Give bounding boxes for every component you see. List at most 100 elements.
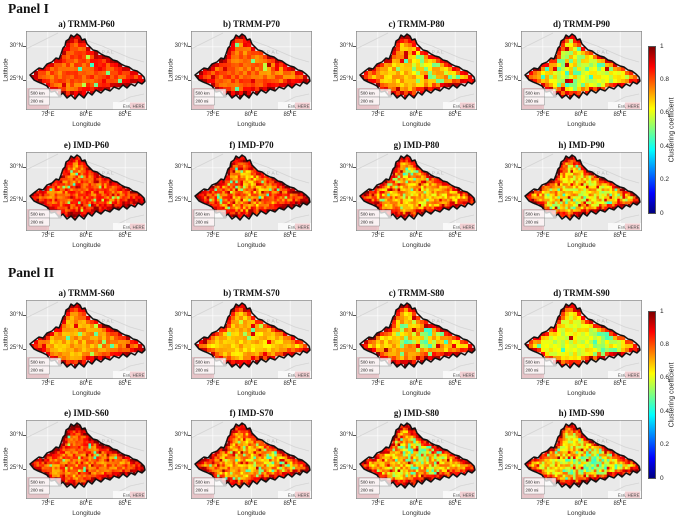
y-tick-label: 30°N <box>339 312 353 318</box>
map-canvas <box>26 420 147 499</box>
axis-tick-mark <box>581 231 582 234</box>
x-tick-label: 85°E <box>448 501 462 507</box>
x-tick-label: 80°E <box>79 112 93 118</box>
axis-tick-mark <box>188 79 191 81</box>
x-tick-label: 75°E <box>206 501 220 507</box>
x-axis-label: Longitude <box>237 510 266 517</box>
axis-tick-mark <box>289 499 291 502</box>
axis-tick-mark <box>23 79 26 81</box>
axis-tick-mark <box>188 348 191 350</box>
axis-tick-mark <box>353 468 356 470</box>
map-subplot: d) TRMM-S90 Latitude 30°N 25°N 75°E 80°E… <box>495 288 660 402</box>
x-tick-label: 80°E <box>79 233 93 239</box>
subplot-title: a) TRMM-P60 <box>58 19 115 29</box>
x-axis-label: Longitude <box>72 242 101 249</box>
map-canvas <box>191 420 312 499</box>
axis-tick-mark <box>188 46 191 48</box>
x-tick-label: 75°E <box>206 112 220 118</box>
axis-tick-mark <box>289 231 291 234</box>
y-tick-label: 25°N <box>339 76 353 82</box>
axis-tick-mark <box>47 231 49 234</box>
map-canvas <box>26 300 147 379</box>
y-tick-label: 30°N <box>339 432 353 438</box>
y-tick-label: 30°N <box>9 43 23 49</box>
axis-tick-mark <box>581 379 582 382</box>
axis-tick-mark <box>454 110 456 113</box>
x-tick-label: 85°E <box>613 501 627 507</box>
x-tick-label: 75°E <box>371 501 385 507</box>
x-axis-label: Longitude <box>72 390 101 397</box>
colorbar-tick: 0.6 <box>660 109 670 117</box>
subplot-title: h) IMD-P90 <box>558 140 605 150</box>
axis-tick-mark <box>289 110 291 113</box>
map-canvas <box>191 152 312 231</box>
x-tick-label: 80°E <box>79 381 93 387</box>
axis-tick-mark <box>86 499 87 502</box>
x-tick-label: 75°E <box>206 233 220 239</box>
subplot-title: h) IMD-S90 <box>558 408 605 418</box>
axis-tick-mark <box>377 499 379 502</box>
y-tick-label: 25°N <box>504 197 518 203</box>
x-tick-label: 75°E <box>536 112 550 118</box>
x-tick-label: 80°E <box>409 381 423 387</box>
axis-tick-mark <box>377 379 379 382</box>
axis-tick-mark <box>518 468 521 470</box>
colorbar-tick: 0.4 <box>660 407 670 415</box>
y-tick-label: 30°N <box>9 164 23 170</box>
axis-tick-mark <box>188 315 191 317</box>
x-tick-label: 85°E <box>613 381 627 387</box>
map-subplot: g) IMD-P80 Latitude 30°N 25°N 75°E 80°E … <box>330 140 495 254</box>
axis-tick-mark <box>188 167 191 169</box>
map-subplot: b) TRMM-P70 Latitude 30°N 25°N 75°E 80°E… <box>165 19 330 133</box>
axis-tick-mark <box>619 231 621 234</box>
colorbar-tick: 0.2 <box>660 176 670 184</box>
axis-tick-mark <box>518 315 521 317</box>
y-tick-label: 30°N <box>9 432 23 438</box>
map-subplot: h) IMD-S90 Latitude 30°N 25°N 75°E 80°E … <box>495 408 660 522</box>
y-tick-label: 25°N <box>9 345 23 351</box>
y-tick-label: 25°N <box>504 76 518 82</box>
subplot-title: d) TRMM-P90 <box>552 19 611 29</box>
colorbar-panel-2: 1 0.8 0.6 0.4 0.2 0 Clustering coefficie… <box>646 308 685 482</box>
axis-tick-mark <box>518 167 521 169</box>
subplot-title: a) TRMM-S60 <box>58 288 115 298</box>
colorbar-tick: 0 <box>660 474 664 482</box>
axis-tick-mark <box>542 499 544 502</box>
axis-tick-mark <box>353 348 356 350</box>
axis-tick-mark <box>124 110 126 113</box>
axis-tick-mark <box>377 231 379 234</box>
colorbar-tick: 0.2 <box>660 441 670 449</box>
subplot-title: c) TRMM-P80 <box>388 19 445 29</box>
map-subplot: f) IMD-S70 Latitude 30°N 25°N 75°E 80°E … <box>165 408 330 522</box>
y-tick-label: 30°N <box>504 43 518 49</box>
axis-tick-mark <box>251 499 252 502</box>
map-canvas <box>356 152 477 231</box>
x-tick-label: 85°E <box>118 112 132 118</box>
map-canvas <box>356 420 477 499</box>
y-tick-label: 25°N <box>339 197 353 203</box>
y-tick-label: 25°N <box>9 197 23 203</box>
x-tick-label: 85°E <box>118 501 132 507</box>
x-tick-label: 75°E <box>41 501 55 507</box>
axis-tick-mark <box>454 231 456 234</box>
panel-2-title: Panel II <box>8 265 55 280</box>
x-tick-label: 85°E <box>448 112 462 118</box>
axis-tick-mark <box>47 379 49 382</box>
map-subplot: c) TRMM-S80 Latitude 30°N 25°N 75°E 80°E… <box>330 288 495 402</box>
x-axis-label: Longitude <box>402 121 431 128</box>
x-tick-label: 80°E <box>409 501 423 507</box>
subplot-title: c) TRMM-S80 <box>388 288 445 298</box>
axis-tick-mark <box>619 379 621 382</box>
x-tick-label: 80°E <box>244 381 258 387</box>
axis-tick-mark <box>416 231 417 234</box>
axis-tick-mark <box>518 348 521 350</box>
x-tick-label: 85°E <box>118 381 132 387</box>
map-subplot: a) TRMM-P60 Latitude 30°N 25°N 75°E 80°E… <box>0 19 165 133</box>
axis-tick-mark <box>353 167 356 169</box>
colorbar-panel-1: 1 0.8 0.6 0.4 0.2 0 Clustering coefficie… <box>646 43 685 217</box>
map-subplot: h) IMD-P90 Latitude 30°N 25°N 75°E 80°E … <box>495 140 660 254</box>
y-tick-label: 30°N <box>339 164 353 170</box>
axis-tick-mark <box>188 468 191 470</box>
map-subplot: e) IMD-P60 Latitude 30°N 25°N 75°E 80°E … <box>0 140 165 254</box>
